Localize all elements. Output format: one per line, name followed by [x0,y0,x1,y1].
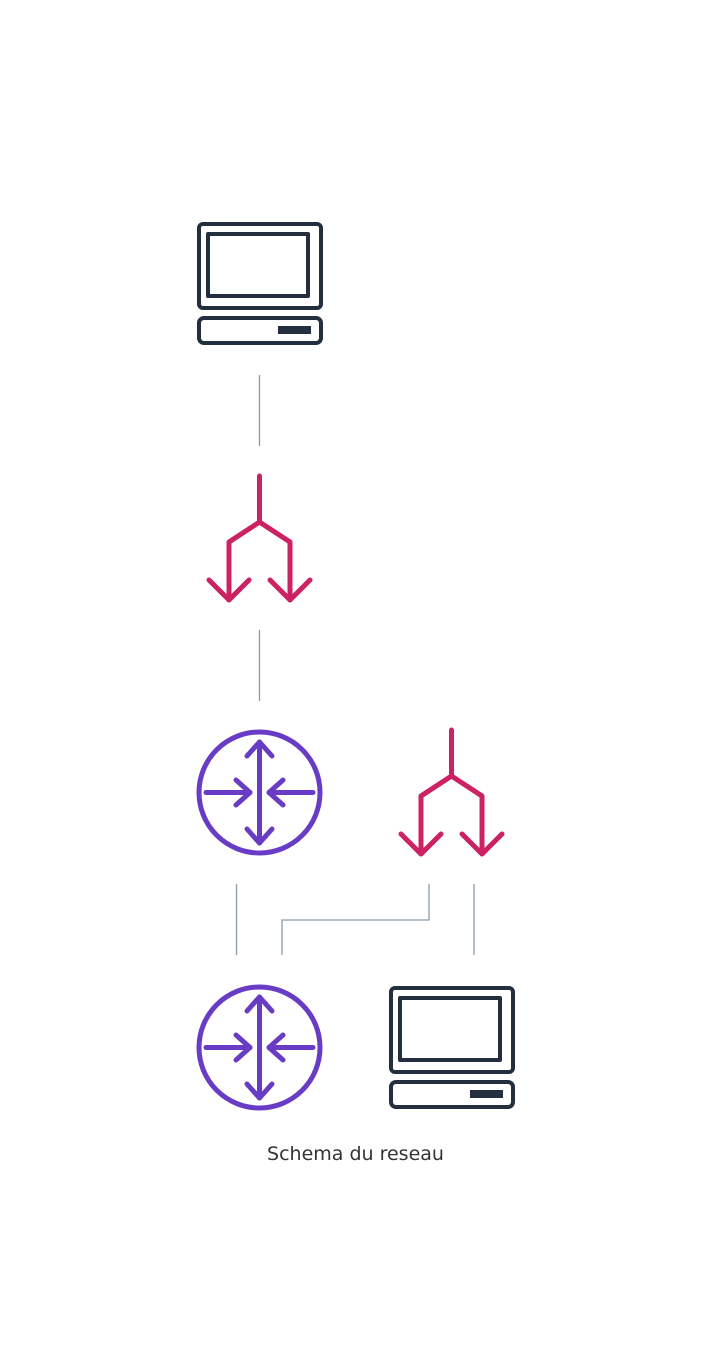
router-icon [196,729,323,856]
connectors [235,375,475,955]
split-arrows-icon [398,727,505,857]
router-icon [196,984,323,1111]
split-arrows-icon [206,473,313,603]
diagram-caption: Schema du reseau [267,1143,444,1165]
laptop-client-icon [389,986,515,1109]
laptop-client-icon [197,222,323,345]
edge-split-right-to-router-bottom [281,884,430,955]
